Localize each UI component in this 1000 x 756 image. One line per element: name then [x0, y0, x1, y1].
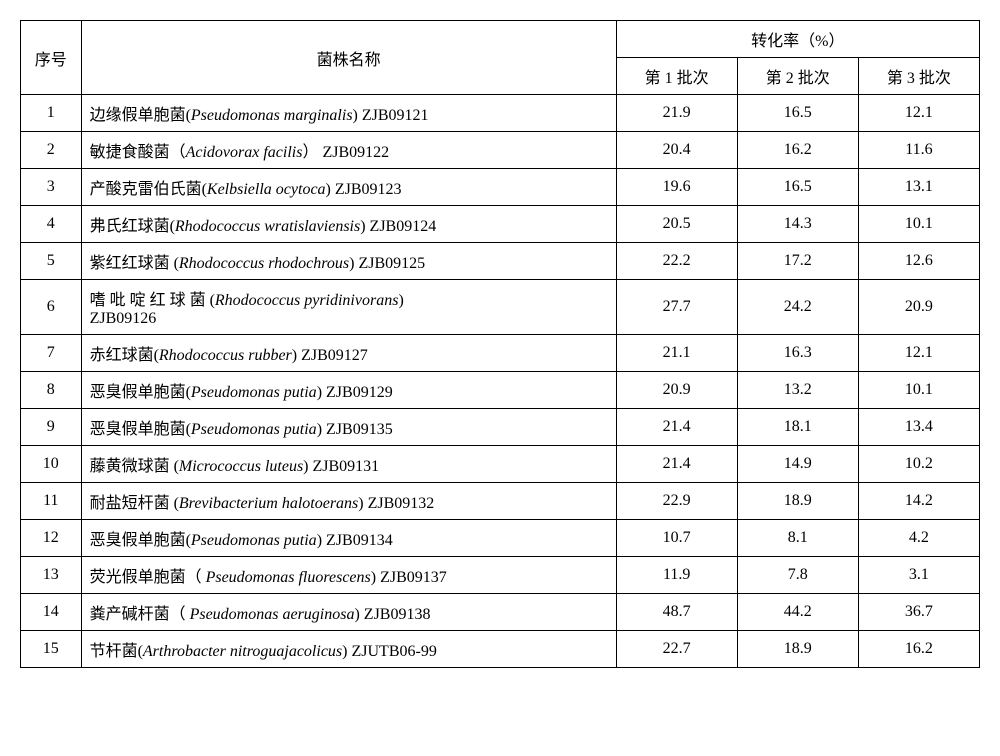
table-row: 9恶臭假单胞菌(Pseudomonas putia) ZJB0913521.41…	[21, 409, 980, 446]
cell-strain-name: 紫红红球菌 (Rhodococcus rhodochrous) ZJB09125	[81, 243, 616, 280]
cell-seq: 15	[21, 631, 82, 668]
cell-seq: 8	[21, 372, 82, 409]
cell-batch1: 22.2	[616, 243, 737, 280]
cell-batch3: 12.1	[858, 95, 979, 132]
table-row: 6嗜 吡 啶 红 球 菌 (Rhodococcus pyridinivorans…	[21, 280, 980, 335]
cell-strain-name: 恶臭假单胞菌(Pseudomonas putia) ZJB09134	[81, 520, 616, 557]
cell-batch1: 11.9	[616, 557, 737, 594]
cell-batch3: 10.1	[858, 206, 979, 243]
table-row: 1边缘假单胞菌(Pseudomonas marginalis) ZJB09121…	[21, 95, 980, 132]
cell-batch2: 18.1	[737, 409, 858, 446]
cell-batch2: 13.2	[737, 372, 858, 409]
table-row: 4弗氏红球菌(Rhodococcus wratislaviensis) ZJB0…	[21, 206, 980, 243]
cell-batch2: 17.2	[737, 243, 858, 280]
cell-seq: 14	[21, 594, 82, 631]
table-row: 8恶臭假单胞菌(Pseudomonas putia) ZJB0912920.91…	[21, 372, 980, 409]
cell-batch1: 21.4	[616, 446, 737, 483]
cell-seq: 13	[21, 557, 82, 594]
cell-batch1: 22.7	[616, 631, 737, 668]
cell-strain-name: 嗜 吡 啶 红 球 菌 (Rhodococcus pyridinivorans)…	[81, 280, 616, 335]
cell-batch1: 21.1	[616, 335, 737, 372]
cell-batch2: 16.3	[737, 335, 858, 372]
header-name: 菌株名称	[81, 21, 616, 95]
cell-batch1: 20.4	[616, 132, 737, 169]
cell-seq: 3	[21, 169, 82, 206]
cell-batch2: 44.2	[737, 594, 858, 631]
cell-seq: 11	[21, 483, 82, 520]
cell-strain-name: 藤黄微球菌 (Micrococcus luteus) ZJB09131	[81, 446, 616, 483]
cell-strain-name: 耐盐短杆菌 (Brevibacterium halotoerans) ZJB09…	[81, 483, 616, 520]
cell-seq: 12	[21, 520, 82, 557]
cell-batch2: 7.8	[737, 557, 858, 594]
cell-batch3: 20.9	[858, 280, 979, 335]
cell-batch3: 12.6	[858, 243, 979, 280]
table-row: 12恶臭假单胞菌(Pseudomonas putia) ZJB0913410.7…	[21, 520, 980, 557]
cell-strain-name: 弗氏红球菌(Rhodococcus wratislaviensis) ZJB09…	[81, 206, 616, 243]
cell-seq: 5	[21, 243, 82, 280]
table-row: 15节杆菌(Arthrobacter nitroguajacolicus) ZJ…	[21, 631, 980, 668]
cell-seq: 7	[21, 335, 82, 372]
table-row: 13荧光假单胞菌（ Pseudomonas fluorescens) ZJB09…	[21, 557, 980, 594]
strain-conversion-table: 序号 菌株名称 转化率（%） 第 1 批次 第 2 批次 第 3 批次 1边缘假…	[20, 20, 980, 668]
table-body: 1边缘假单胞菌(Pseudomonas marginalis) ZJB09121…	[21, 95, 980, 668]
table-row: 7赤红球菌(Rhodococcus rubber) ZJB0912721.116…	[21, 335, 980, 372]
cell-batch3: 16.2	[858, 631, 979, 668]
cell-batch3: 3.1	[858, 557, 979, 594]
table-row: 14粪产碱杆菌（ Pseudomonas aeruginosa) ZJB0913…	[21, 594, 980, 631]
cell-batch3: 12.1	[858, 335, 979, 372]
cell-seq: 4	[21, 206, 82, 243]
cell-batch1: 21.9	[616, 95, 737, 132]
table-row: 11耐盐短杆菌 (Brevibacterium halotoerans) ZJB…	[21, 483, 980, 520]
cell-batch1: 20.5	[616, 206, 737, 243]
header-batch3: 第 3 批次	[858, 58, 979, 95]
cell-batch1: 20.9	[616, 372, 737, 409]
header-batch1: 第 1 批次	[616, 58, 737, 95]
cell-batch3: 11.6	[858, 132, 979, 169]
cell-batch2: 16.5	[737, 95, 858, 132]
header-rate-group: 转化率（%）	[616, 21, 979, 58]
cell-batch1: 22.9	[616, 483, 737, 520]
cell-batch3: 13.1	[858, 169, 979, 206]
cell-strain-name: 荧光假单胞菌（ Pseudomonas fluorescens) ZJB0913…	[81, 557, 616, 594]
cell-batch3: 14.2	[858, 483, 979, 520]
table-header: 序号 菌株名称 转化率（%） 第 1 批次 第 2 批次 第 3 批次	[21, 21, 980, 95]
table-row: 5紫红红球菌 (Rhodococcus rhodochrous) ZJB0912…	[21, 243, 980, 280]
cell-batch1: 19.6	[616, 169, 737, 206]
cell-batch1: 10.7	[616, 520, 737, 557]
cell-batch1: 27.7	[616, 280, 737, 335]
table-row: 2敏捷食酸菌（Acidovorax facilis） ZJB0912220.41…	[21, 132, 980, 169]
cell-strain-name: 恶臭假单胞菌(Pseudomonas putia) ZJB09129	[81, 372, 616, 409]
cell-batch3: 10.1	[858, 372, 979, 409]
cell-batch3: 13.4	[858, 409, 979, 446]
header-seq: 序号	[21, 21, 82, 95]
cell-strain-name: 恶臭假单胞菌(Pseudomonas putia) ZJB09135	[81, 409, 616, 446]
cell-strain-name: 产酸克雷伯氏菌(Kelbsiella ocytoca) ZJB09123	[81, 169, 616, 206]
cell-strain-name: 节杆菌(Arthrobacter nitroguajacolicus) ZJUT…	[81, 631, 616, 668]
cell-seq: 10	[21, 446, 82, 483]
cell-batch2: 16.2	[737, 132, 858, 169]
cell-strain-name: 边缘假单胞菌(Pseudomonas marginalis) ZJB09121	[81, 95, 616, 132]
cell-strain-name: 粪产碱杆菌（ Pseudomonas aeruginosa) ZJB09138	[81, 594, 616, 631]
cell-batch2: 18.9	[737, 631, 858, 668]
cell-batch3: 36.7	[858, 594, 979, 631]
cell-batch1: 48.7	[616, 594, 737, 631]
cell-seq: 2	[21, 132, 82, 169]
header-batch2: 第 2 批次	[737, 58, 858, 95]
cell-batch2: 8.1	[737, 520, 858, 557]
cell-seq: 1	[21, 95, 82, 132]
cell-strain-name: 敏捷食酸菌（Acidovorax facilis） ZJB09122	[81, 132, 616, 169]
cell-batch2: 16.5	[737, 169, 858, 206]
cell-batch2: 14.3	[737, 206, 858, 243]
cell-batch2: 14.9	[737, 446, 858, 483]
cell-batch1: 21.4	[616, 409, 737, 446]
table-row: 10藤黄微球菌 (Micrococcus luteus) ZJB0913121.…	[21, 446, 980, 483]
cell-strain-name: 赤红球菌(Rhodococcus rubber) ZJB09127	[81, 335, 616, 372]
cell-batch3: 4.2	[858, 520, 979, 557]
cell-seq: 6	[21, 280, 82, 335]
cell-batch3: 10.2	[858, 446, 979, 483]
cell-seq: 9	[21, 409, 82, 446]
cell-batch2: 18.9	[737, 483, 858, 520]
cell-batch2: 24.2	[737, 280, 858, 335]
table-row: 3产酸克雷伯氏菌(Kelbsiella ocytoca) ZJB0912319.…	[21, 169, 980, 206]
